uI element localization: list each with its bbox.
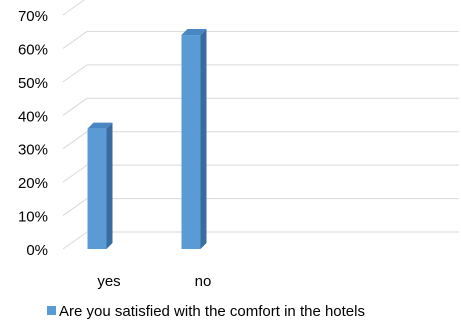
gridline-side — [62, 31, 88, 49]
x-axis-categories: yes no — [97, 273, 211, 290]
legend-swatch — [47, 306, 56, 315]
gridlines — [62, 0, 459, 250]
y-tick-label: 20% — [18, 175, 48, 192]
y-tick-label: 40% — [18, 108, 48, 125]
gridline-side — [62, 97, 88, 116]
y-tick-label: 30% — [18, 142, 48, 159]
gridline-side — [62, 198, 88, 216]
gridline-side — [62, 0, 86, 16]
bar-top — [87, 122, 113, 129]
category-label: no — [195, 273, 212, 290]
legend-label: Are you satisfied with the comfort in th… — [59, 303, 365, 320]
legend: Are you satisfied with the comfort in th… — [47, 303, 365, 320]
bar-top — [181, 29, 207, 36]
category-label: yes — [97, 273, 120, 290]
y-axis-ticks: 0% 10% 20% 30% 40% 50% 60% 70% — [18, 8, 48, 259]
y-tick-label: 60% — [18, 41, 48, 58]
bars — [87, 29, 207, 249]
gridline-side — [62, 64, 88, 83]
gridline-side — [62, 231, 88, 250]
bar-side — [200, 29, 207, 249]
y-tick-label: 0% — [26, 242, 48, 259]
bar-side — [106, 122, 113, 249]
gridline-side — [62, 131, 88, 150]
bar-front — [181, 35, 201, 249]
bar-yes — [87, 122, 113, 249]
gridline-side — [62, 164, 88, 183]
bar-no — [181, 29, 207, 249]
bar-front — [87, 128, 107, 249]
y-tick-label: 70% — [18, 8, 48, 25]
y-tick-label: 50% — [18, 75, 48, 92]
y-tick-label: 10% — [18, 209, 48, 226]
